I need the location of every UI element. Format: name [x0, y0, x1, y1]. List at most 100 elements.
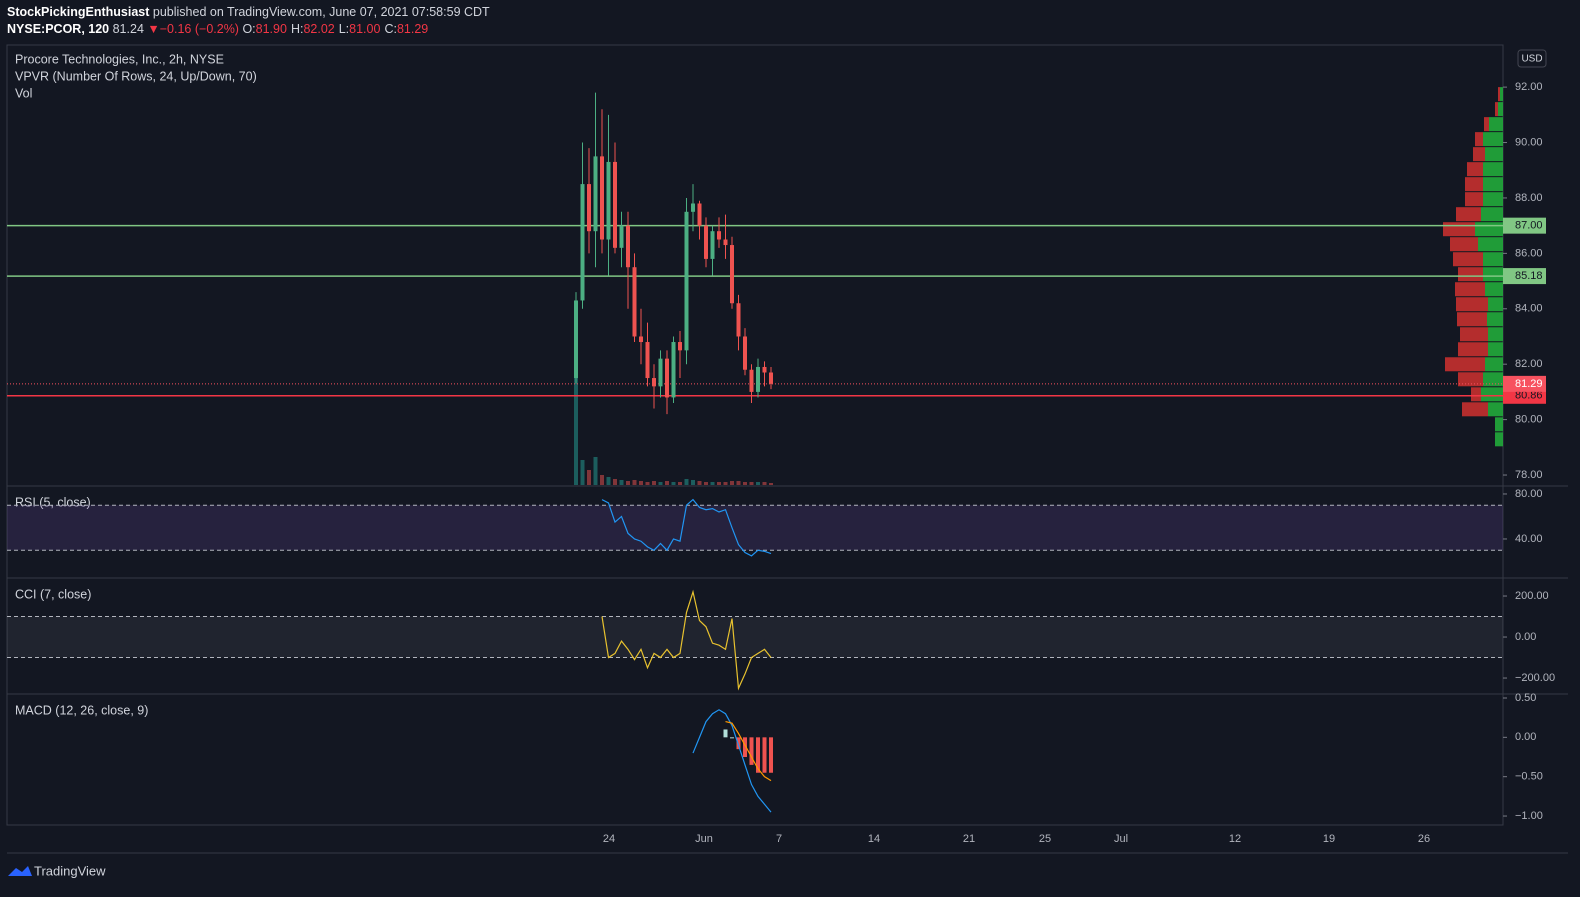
ohlc-key: H:: [290, 22, 304, 36]
candle-body: [678, 342, 682, 351]
macd-hist: [743, 737, 747, 758]
rsi-line: [601, 498, 772, 557]
vpvr-up: [1488, 327, 1503, 342]
y-tick-label: 0.00: [1515, 731, 1536, 743]
vpvr-up: [1488, 342, 1503, 357]
level-label: 85.18: [1515, 270, 1543, 282]
change: −0.16 (−0.2%): [159, 22, 239, 36]
level-tag: [1503, 268, 1546, 285]
macd-hist: [730, 737, 734, 739]
candle-body: [743, 336, 747, 370]
vpvr-down: [1456, 207, 1481, 222]
vpvr-down: [1471, 387, 1481, 402]
candle-body: [736, 303, 741, 337]
macd-hist: [762, 737, 767, 773]
macd-line: [692, 709, 772, 813]
candle-body: [600, 156, 604, 240]
volume-bar: [645, 482, 650, 485]
vpvr-down: [1445, 357, 1485, 372]
footer[interactable]: TradingView: [34, 863, 106, 878]
candle-body: [710, 231, 715, 259]
volume-bar: [710, 482, 715, 485]
x-tick-label: 19: [1323, 833, 1335, 845]
y-tick-label: 80.00: [1515, 488, 1543, 500]
volume-bar: [769, 483, 773, 485]
last: 81.24: [112, 22, 144, 36]
vpvr-up: [1478, 237, 1503, 252]
x-tick-label: 25: [1039, 833, 1051, 845]
vpvr-down: [1498, 87, 1500, 102]
volume-bar: [606, 477, 611, 485]
vpvr-down: [1458, 267, 1483, 282]
vpvr-up: [1483, 177, 1503, 192]
vpvr-down: [1456, 297, 1488, 312]
last-price-tag: [1503, 375, 1546, 392]
indicator-label: Vol: [15, 86, 32, 100]
macd-hist: [756, 737, 760, 773]
vpvr-up: [1483, 252, 1503, 267]
volume-bar: [730, 481, 734, 485]
candle-body: [749, 369, 754, 392]
volume-bar: [697, 481, 702, 485]
candle-body: [613, 161, 617, 248]
ohlc-value: 82.02: [303, 22, 335, 36]
macd-title: MACD (12, 26, close, 9): [15, 703, 148, 717]
y-tick-label: 92.00: [1515, 81, 1543, 93]
vpvr-down: [1450, 237, 1478, 252]
author: StockPickingEnthusiast: [7, 5, 150, 19]
y-tick-label: −200.00: [1515, 672, 1555, 684]
vpvr-down: [1475, 132, 1483, 147]
macd-hist: [736, 737, 741, 750]
candle-body: [652, 378, 656, 387]
last-price-label: 81.29: [1515, 378, 1543, 390]
candle-body: [645, 342, 650, 379]
vpvr-down: [1484, 117, 1489, 132]
x-tick-label: 21: [963, 833, 975, 845]
candle-body: [762, 366, 767, 373]
volume-bar: [626, 481, 630, 485]
vpvr-up: [1485, 282, 1503, 297]
band-fill: [7, 505, 1503, 551]
vpvr-up: [1483, 132, 1503, 147]
vpvr-down: [1462, 402, 1488, 417]
y-tick-label: 82.00: [1515, 358, 1543, 370]
candle-body: [574, 300, 578, 379]
arrow: ▼: [147, 22, 160, 36]
band-fill: [7, 616, 1503, 658]
rsi-title: RSI (5, close): [15, 495, 91, 509]
volume-bar: [691, 480, 695, 485]
currency-box[interactable]: [1517, 49, 1547, 68]
volume-bar: [717, 482, 721, 485]
vpvr-down: [1443, 222, 1475, 237]
candle-body: [717, 231, 721, 240]
ohlc-key: C:: [384, 22, 397, 36]
cci-title: CCI (7, close): [15, 587, 91, 601]
symbol: NYSE:PCOR, 120: [7, 22, 110, 36]
ohlc-value: 81.90: [255, 22, 287, 36]
volume-bar: [749, 482, 754, 485]
ohlc-value: 81.00: [349, 22, 381, 36]
volume-bar: [632, 480, 637, 485]
y-tick-label: 40.00: [1515, 533, 1543, 545]
vpvr-down: [1460, 327, 1488, 342]
vpvr-up: [1475, 222, 1503, 237]
level-label: 80.86: [1515, 390, 1543, 402]
candle-body: [684, 211, 689, 351]
vpvr-up: [1498, 102, 1503, 117]
x-tick-label: 7: [776, 833, 782, 845]
vpvr-up: [1488, 402, 1503, 417]
volume-bar: [678, 482, 682, 485]
candle-body: [671, 342, 676, 398]
volume-bar: [723, 482, 728, 485]
y-tick-label: 0.50: [1515, 692, 1536, 704]
vpvr-down: [1457, 312, 1487, 327]
volume-bar: [600, 475, 604, 485]
logo: [8, 866, 32, 876]
x-tick-label: 24: [603, 833, 615, 845]
macd-hist: [723, 729, 728, 738]
y-tick-label: 0.00: [1515, 631, 1536, 643]
volume-bar: [587, 470, 591, 485]
y-tick-label: 200.00: [1515, 590, 1549, 602]
